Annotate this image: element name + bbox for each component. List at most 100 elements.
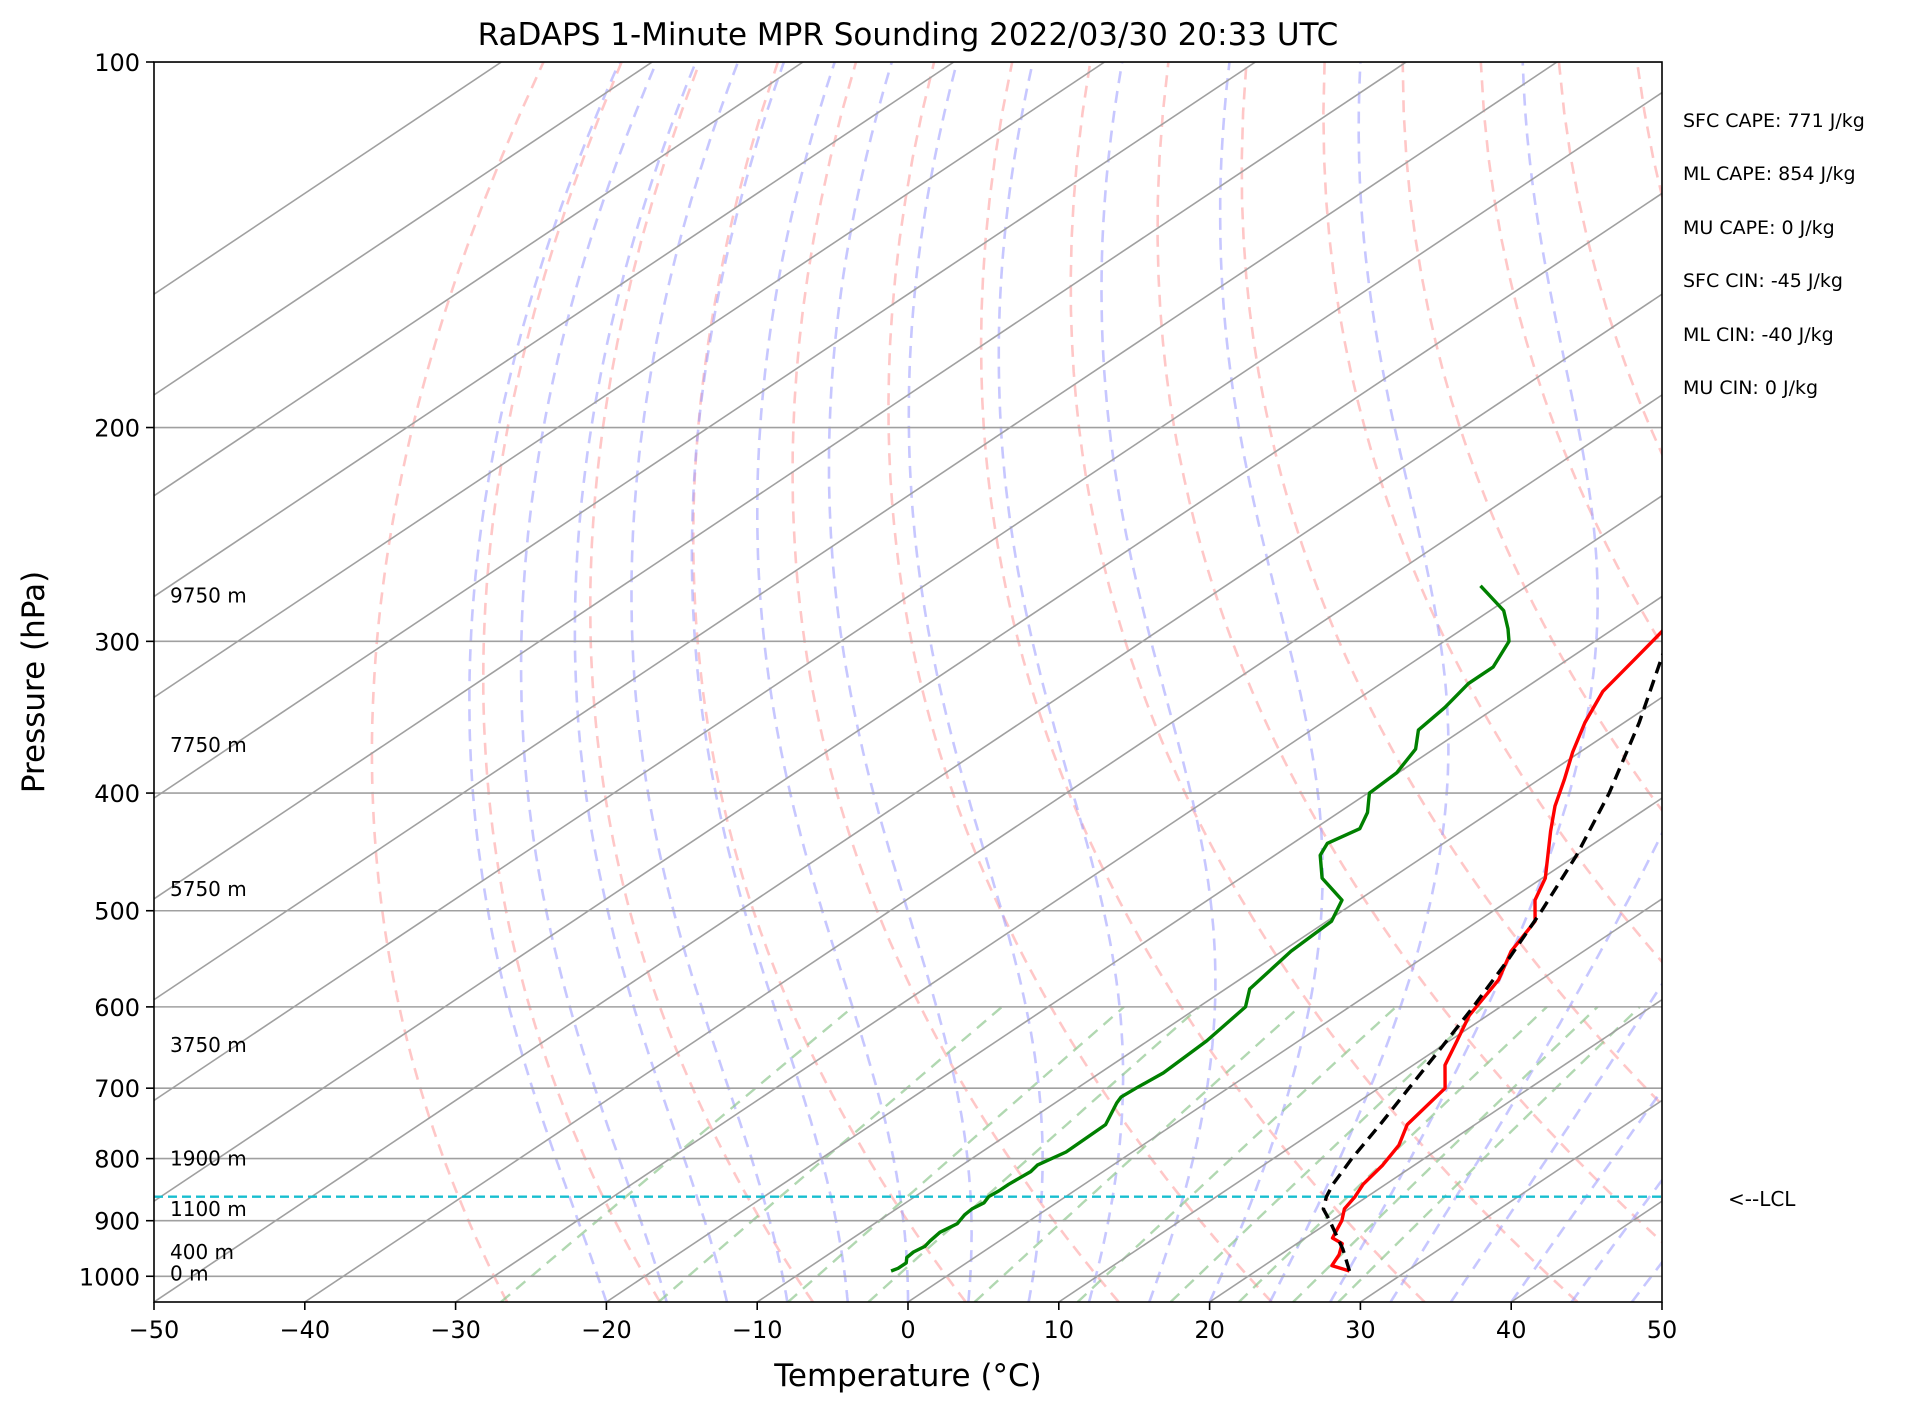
y-tick-label: 1000 [79,1263,140,1291]
mixing-ratio-line [1292,1006,1599,1302]
y-tick-label: 600 [94,994,140,1022]
height-label: 1100 m [170,1197,247,1221]
isotherm-line [1661,1301,1662,1302]
isotherm-line [1510,1200,1662,1302]
lcl-label: <--LCL [1728,1187,1796,1211]
mixing-ratio-line [500,1005,854,1302]
height-label: 3750 m [170,1033,247,1057]
isotherm-line [154,62,502,296]
isotherm-line [154,293,1662,1302]
moist-adiabat [1389,830,1662,1302]
dry-adiabat [1322,62,1662,964]
isotherm-line [756,696,1662,1302]
isotherm-line [304,393,1662,1302]
isotherm-line [154,62,1256,800]
parcel-profile-line [1321,651,1662,1272]
x-tick-label: −20 [581,1316,632,1344]
y-tick-label: 500 [94,898,140,926]
sfc-cape-label: SFC CAPE: 771 J/kg [1683,110,1865,132]
isotherm-line [1058,897,1662,1302]
dry-adiabat [791,62,1120,1302]
tick-layer: −50 −40 −30 −20 −10 0 10 20 30 40 50 100 200 300 400 50… [79,49,1677,1344]
x-tick-label: −30 [430,1316,481,1344]
moist-adiabat [1630,1260,1662,1302]
dry-adiabat [1715,62,1911,1302]
mixing-ratio-line [867,1005,1201,1302]
mu-cin-label: MU CIN: 0 J/kg [1683,377,1819,399]
mu-cape-label: MU CAPE: 0 J/kg [1683,217,1835,239]
plot-frame [153,61,1663,1303]
moist-adiabat [997,62,1125,1302]
moist-adiabat [1510,1088,1662,1302]
moist-adiabat [827,62,973,1302]
ml-cape-label: ML CAPE: 854 J/kg [1683,163,1856,185]
height-label: 5750 m [170,877,247,901]
moist-adiabat [756,62,910,1302]
y-tick-label: 300 [94,628,140,656]
x-tick-label: 10 [1044,1316,1075,1344]
dry-adiabat [887,62,1273,1302]
x-tick-label: 30 [1345,1316,1376,1344]
sfc-cin-label: SFC CIN: -45 J/kg [1683,270,1843,292]
isotherm-line [154,62,804,497]
mixing-ratio-line [787,1005,1125,1302]
height-label: 7750 m [170,733,247,757]
isotherm-line [154,62,653,396]
y-tick-label: 800 [94,1146,140,1174]
moist-adiabat [1570,1177,1662,1302]
moist-adiabat [1449,981,1662,1302]
isotherm-line [154,62,1407,900]
x-tick-label: −40 [279,1316,330,1344]
y-tick-label: 200 [94,415,140,443]
y-tick-label: 400 [94,780,140,808]
isotherm-line [455,494,1662,1302]
mixing-ratio-line [1337,1006,1641,1302]
moist-adiabat [1100,62,1217,1302]
x-tick-label: 20 [1194,1316,1225,1344]
moist-adiabat [690,62,849,1302]
x-tick-label: 0 [900,1316,915,1344]
isotherm-line [154,62,1558,1001]
dry-adiabat [1069,62,1579,1302]
x-axis-label: Temperature (°C) [773,1358,1042,1394]
isotherm-line [1359,1099,1662,1302]
height-label: 1900 m [170,1147,247,1171]
moist-adiabat [630,62,789,1302]
mixing-ratio-line [1076,1006,1397,1302]
y-axis-label: Pressure (hPa) [16,571,52,793]
x-tick-label: −50 [129,1316,180,1344]
dry-adiabat [979,62,1426,1302]
moist-adiabat [907,62,1044,1302]
dewpoint-profile-line [890,584,1511,1273]
isotherm-line [154,62,1106,699]
isotherm-line [907,797,1662,1302]
dry-adiabat [1793,62,1911,1302]
isotherm-line [154,62,955,598]
chart-title: RaDAPS 1-Minute MPR Sounding 2022/03/30 … [478,17,1339,53]
x-tick-label: 50 [1647,1316,1678,1344]
moist-adiabat [1268,62,1450,1302]
isotherm-line [154,91,1662,1102]
series-layer [154,584,1662,1273]
dry-adiabat [1240,62,1662,1107]
dry-adiabat [1401,62,1662,813]
height-label: 400 m [170,1240,234,1264]
y-tick-label: 100 [94,49,140,77]
dry-adiabat [1871,62,1911,1302]
moist-adiabat [468,62,621,1302]
grid-layer [154,62,1911,1302]
mixing-ratio-line [973,1006,1301,1302]
temperature-profile-line [1330,628,1662,1273]
mixing-ratio-line [1169,1006,1484,1302]
height-label-layer: 9750 m 7750 m 5750 m 3750 m 1900 m 1100 m 400 … [170,583,247,1285]
moist-adiabat [1329,62,1599,1302]
height-label: 0 m [170,1262,209,1286]
moist-adiabat [1208,62,1324,1302]
y-tick-label: 900 [94,1208,140,1236]
dry-adiabat [1479,62,1662,648]
dry-adiabat [370,62,545,1302]
isotherm-line [1209,998,1662,1302]
height-label: 9750 m [170,583,247,607]
isotherm-line [605,595,1662,1302]
